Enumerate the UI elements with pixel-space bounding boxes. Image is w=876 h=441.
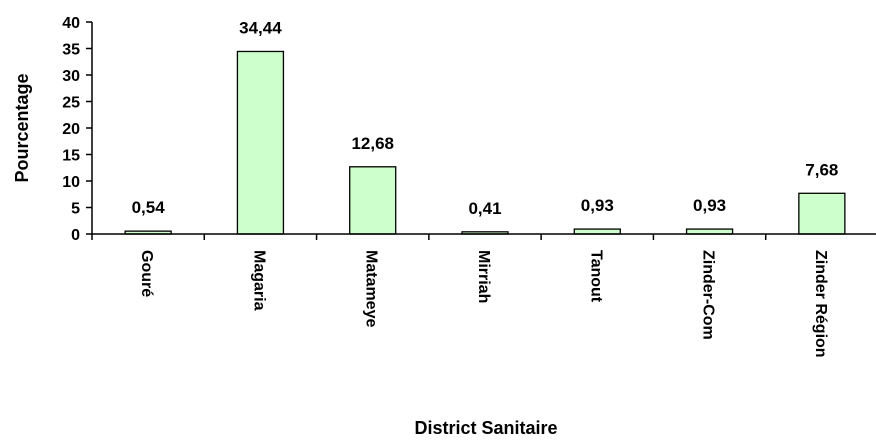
- y-tick-label: 40: [62, 15, 80, 32]
- y-tick-label: 15: [62, 148, 80, 165]
- y-axis: 0 5 10 15 20 25 30 35 40: [62, 15, 93, 244]
- x-tick-label-4: Tanout: [587, 250, 604, 303]
- x-tick-label-3: Mirriah: [475, 250, 492, 303]
- bar-2: [349, 166, 397, 235]
- y-tick-label: 25: [62, 95, 80, 112]
- data-label-0: 0,54: [132, 198, 166, 217]
- data-labels-group: 0,54 34,44 12,68 0,41 0,93 0,93 7,68: [132, 18, 839, 217]
- x-tick-label-2: Matameye: [363, 250, 380, 327]
- bar-1: [236, 50, 285, 235]
- data-label-6: 7,68: [805, 160, 838, 179]
- data-label-1: 34,44: [239, 18, 282, 37]
- data-label-4: 0,93: [581, 196, 614, 215]
- x-tick-label-0: Gouré: [138, 250, 155, 297]
- x-tick-label-1: Magaria: [250, 250, 267, 311]
- x-axis: Gouré Magaria Matameye Mirriah Tanout Zinder-…: [91, 233, 876, 358]
- x-axis-title: District Sanitaire: [414, 418, 557, 438]
- data-label-3: 0,41: [468, 199, 501, 218]
- y-tick-label: 10: [62, 174, 80, 191]
- x-tick-label-6: Zinder Région: [812, 250, 829, 358]
- y-tick-label: 30: [62, 68, 80, 85]
- y-tick-label: 0: [71, 227, 80, 244]
- data-label-2: 12,68: [351, 134, 394, 153]
- y-axis-title: Pourcentage: [12, 73, 32, 182]
- bars-group: [124, 50, 846, 235]
- x-tick-label-5: Zinder-Com: [700, 250, 717, 340]
- y-tick-label: 5: [71, 201, 80, 218]
- bar-6: [798, 192, 846, 235]
- data-label-5: 0,93: [693, 196, 726, 215]
- y-tick-label: 35: [62, 42, 80, 59]
- y-tick-label: 20: [62, 121, 80, 138]
